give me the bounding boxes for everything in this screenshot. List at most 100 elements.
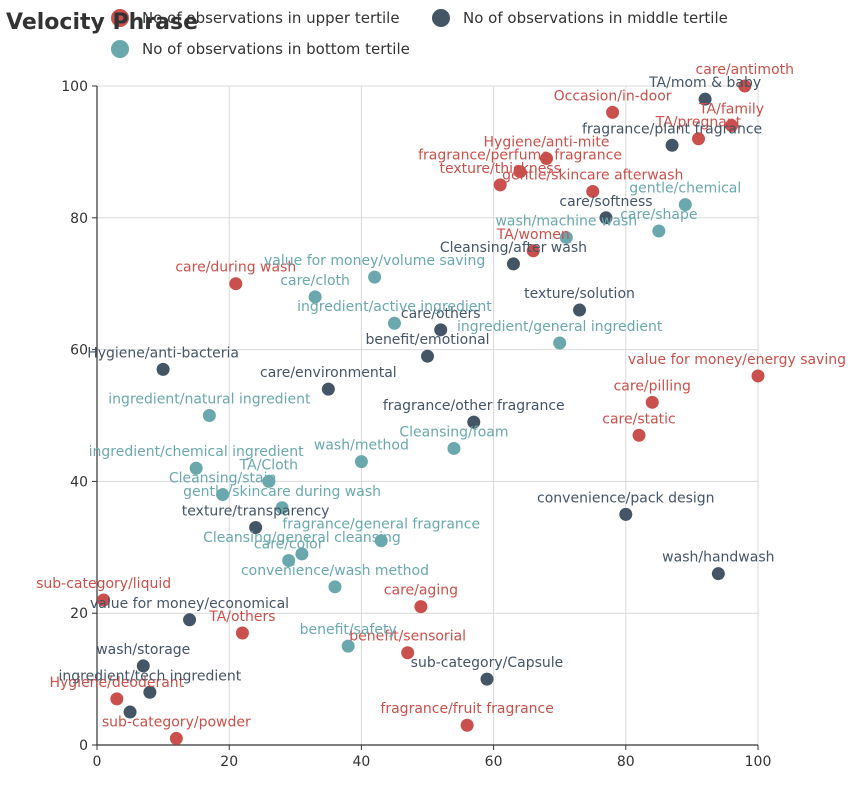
point-label-bottom: care/color bbox=[254, 536, 324, 552]
data-point-middle[interactable] bbox=[321, 382, 335, 396]
legend-label-middle[interactable]: No of observations in middle tertile bbox=[463, 9, 728, 27]
data-point-middle[interactable] bbox=[711, 567, 725, 581]
point-label-middle: benefit/emotional bbox=[365, 332, 489, 348]
point-label-bottom: Cleansing/general cleansing bbox=[203, 530, 401, 546]
data-point-upper[interactable] bbox=[725, 119, 739, 133]
data-point-bottom[interactable] bbox=[678, 198, 692, 212]
data-point-middle[interactable] bbox=[665, 138, 679, 152]
data-point-bottom[interactable] bbox=[341, 639, 355, 653]
data-point-upper[interactable] bbox=[414, 600, 428, 614]
data-point-bottom[interactable] bbox=[262, 474, 276, 488]
data-point-bottom[interactable] bbox=[216, 488, 230, 502]
x-tick-label: 80 bbox=[617, 754, 635, 770]
data-point-bottom[interactable] bbox=[275, 501, 289, 515]
point-label-middle: fragrance/other fragrance bbox=[383, 398, 565, 414]
point-labels: care/antimoth Occasion/in-door TA/pregnant… bbox=[36, 62, 846, 730]
data-point-bottom[interactable] bbox=[553, 336, 567, 350]
point-label-bottom: Cleansing/foam bbox=[399, 424, 508, 440]
y-tick-label: 100 bbox=[61, 79, 88, 95]
point-label-bottom: gentle/skincare during wash bbox=[183, 484, 381, 500]
data-point-bottom[interactable] bbox=[282, 553, 296, 567]
data-point-middle[interactable] bbox=[434, 323, 448, 337]
data-point-upper[interactable] bbox=[513, 165, 527, 179]
data-point-bottom[interactable] bbox=[652, 224, 666, 238]
data-point-upper[interactable] bbox=[110, 692, 124, 706]
point-label-upper: care/static bbox=[602, 411, 676, 427]
data-point-bottom[interactable] bbox=[354, 455, 368, 469]
point-label-upper: sub-category/liquid bbox=[36, 576, 171, 592]
data-point-upper[interactable] bbox=[645, 395, 659, 409]
point-label-upper: Occasion/in-door bbox=[554, 88, 672, 104]
data-point-middle[interactable] bbox=[123, 705, 137, 719]
data-point-bottom[interactable] bbox=[374, 534, 388, 548]
data-point-middle[interactable] bbox=[136, 659, 150, 673]
data-point-bottom[interactable] bbox=[368, 270, 382, 284]
data-point-bottom[interactable] bbox=[447, 441, 461, 455]
legend[interactable]: No of observations in upper tertile No o… bbox=[111, 9, 728, 58]
y-tick-label: 60 bbox=[70, 343, 88, 359]
legend-marker-middle[interactable] bbox=[432, 9, 450, 27]
data-point-bottom[interactable] bbox=[308, 290, 322, 304]
data-point-middle[interactable] bbox=[143, 685, 157, 699]
data-points bbox=[97, 79, 765, 745]
data-point-middle[interactable] bbox=[156, 362, 170, 376]
point-label-bottom: ingredient/chemical ingredient bbox=[89, 444, 304, 460]
data-point-bottom[interactable] bbox=[328, 580, 342, 594]
legend-label-bottom[interactable]: No of observations in bottom tertile bbox=[142, 40, 410, 58]
point-label-upper: TA/others bbox=[208, 609, 275, 625]
data-point-upper[interactable] bbox=[169, 731, 183, 745]
data-point-middle[interactable] bbox=[573, 303, 587, 317]
legend-label-upper[interactable]: No of observations in upper tertile bbox=[142, 9, 400, 27]
axes bbox=[96, 86, 758, 746]
data-point-middle[interactable] bbox=[599, 211, 613, 225]
point-label-middle: care/environmental bbox=[260, 365, 397, 381]
point-label-middle: TA/mom & baby bbox=[648, 75, 761, 91]
data-point-bottom[interactable] bbox=[387, 316, 401, 330]
data-point-upper[interactable] bbox=[606, 105, 620, 119]
point-label-upper: fragrance/perfume fragrance bbox=[418, 148, 622, 164]
data-point-upper[interactable] bbox=[738, 79, 752, 93]
data-point-upper[interactable] bbox=[235, 626, 249, 640]
data-point-upper[interactable] bbox=[526, 244, 540, 258]
grid bbox=[97, 85, 759, 745]
data-point-bottom[interactable] bbox=[202, 409, 216, 422]
data-point-upper[interactable] bbox=[632, 428, 646, 442]
data-point-upper[interactable] bbox=[401, 646, 415, 660]
point-label-bottom: ingredient/active ingredient bbox=[297, 299, 492, 315]
x-tick-label: 40 bbox=[352, 754, 370, 770]
data-point-middle[interactable] bbox=[421, 349, 434, 363]
point-label-bottom: fragrance/general fragrance bbox=[282, 517, 480, 533]
point-label-upper: texture/thickness bbox=[439, 161, 560, 177]
point-label-bottom: gentle/chemical bbox=[629, 181, 741, 197]
data-point-upper[interactable] bbox=[539, 151, 553, 165]
point-label-upper: benefit/sensorial bbox=[349, 629, 466, 645]
data-point-bottom[interactable] bbox=[295, 547, 309, 561]
data-point-bottom[interactable] bbox=[189, 461, 203, 475]
data-point-upper[interactable] bbox=[493, 178, 507, 192]
data-point-upper[interactable] bbox=[586, 184, 600, 198]
data-point-upper[interactable] bbox=[460, 718, 474, 732]
data-point-upper[interactable] bbox=[97, 593, 111, 607]
point-label-bottom: ingredient/natural ingredient bbox=[108, 392, 311, 408]
point-label-bottom: care/shape bbox=[620, 207, 697, 223]
legend-marker-upper[interactable] bbox=[111, 9, 129, 27]
data-point-middle[interactable] bbox=[506, 257, 520, 271]
legend-marker-bottom[interactable] bbox=[111, 40, 129, 58]
y-tick-label: 80 bbox=[70, 211, 88, 227]
data-point-upper[interactable] bbox=[751, 369, 765, 383]
data-point-upper[interactable] bbox=[692, 132, 706, 146]
data-point-middle[interactable] bbox=[183, 613, 197, 627]
point-label-bottom: convenience/wash method bbox=[241, 563, 429, 579]
data-point-middle[interactable] bbox=[467, 415, 481, 429]
data-point-upper[interactable] bbox=[229, 277, 243, 291]
data-point-middle[interactable] bbox=[698, 92, 712, 106]
tick-labels: 0 20 40 60 80 100 0 20 40 60 80 100 bbox=[61, 79, 771, 770]
data-point-bottom[interactable] bbox=[559, 231, 573, 245]
point-label-middle: care/others bbox=[401, 306, 481, 322]
point-label-upper: TA/family bbox=[698, 102, 764, 118]
data-point-middle[interactable] bbox=[480, 672, 494, 686]
data-point-middle[interactable] bbox=[249, 521, 263, 535]
point-label-upper: value for money/energy saving bbox=[628, 352, 846, 368]
data-point-middle[interactable] bbox=[619, 507, 633, 521]
